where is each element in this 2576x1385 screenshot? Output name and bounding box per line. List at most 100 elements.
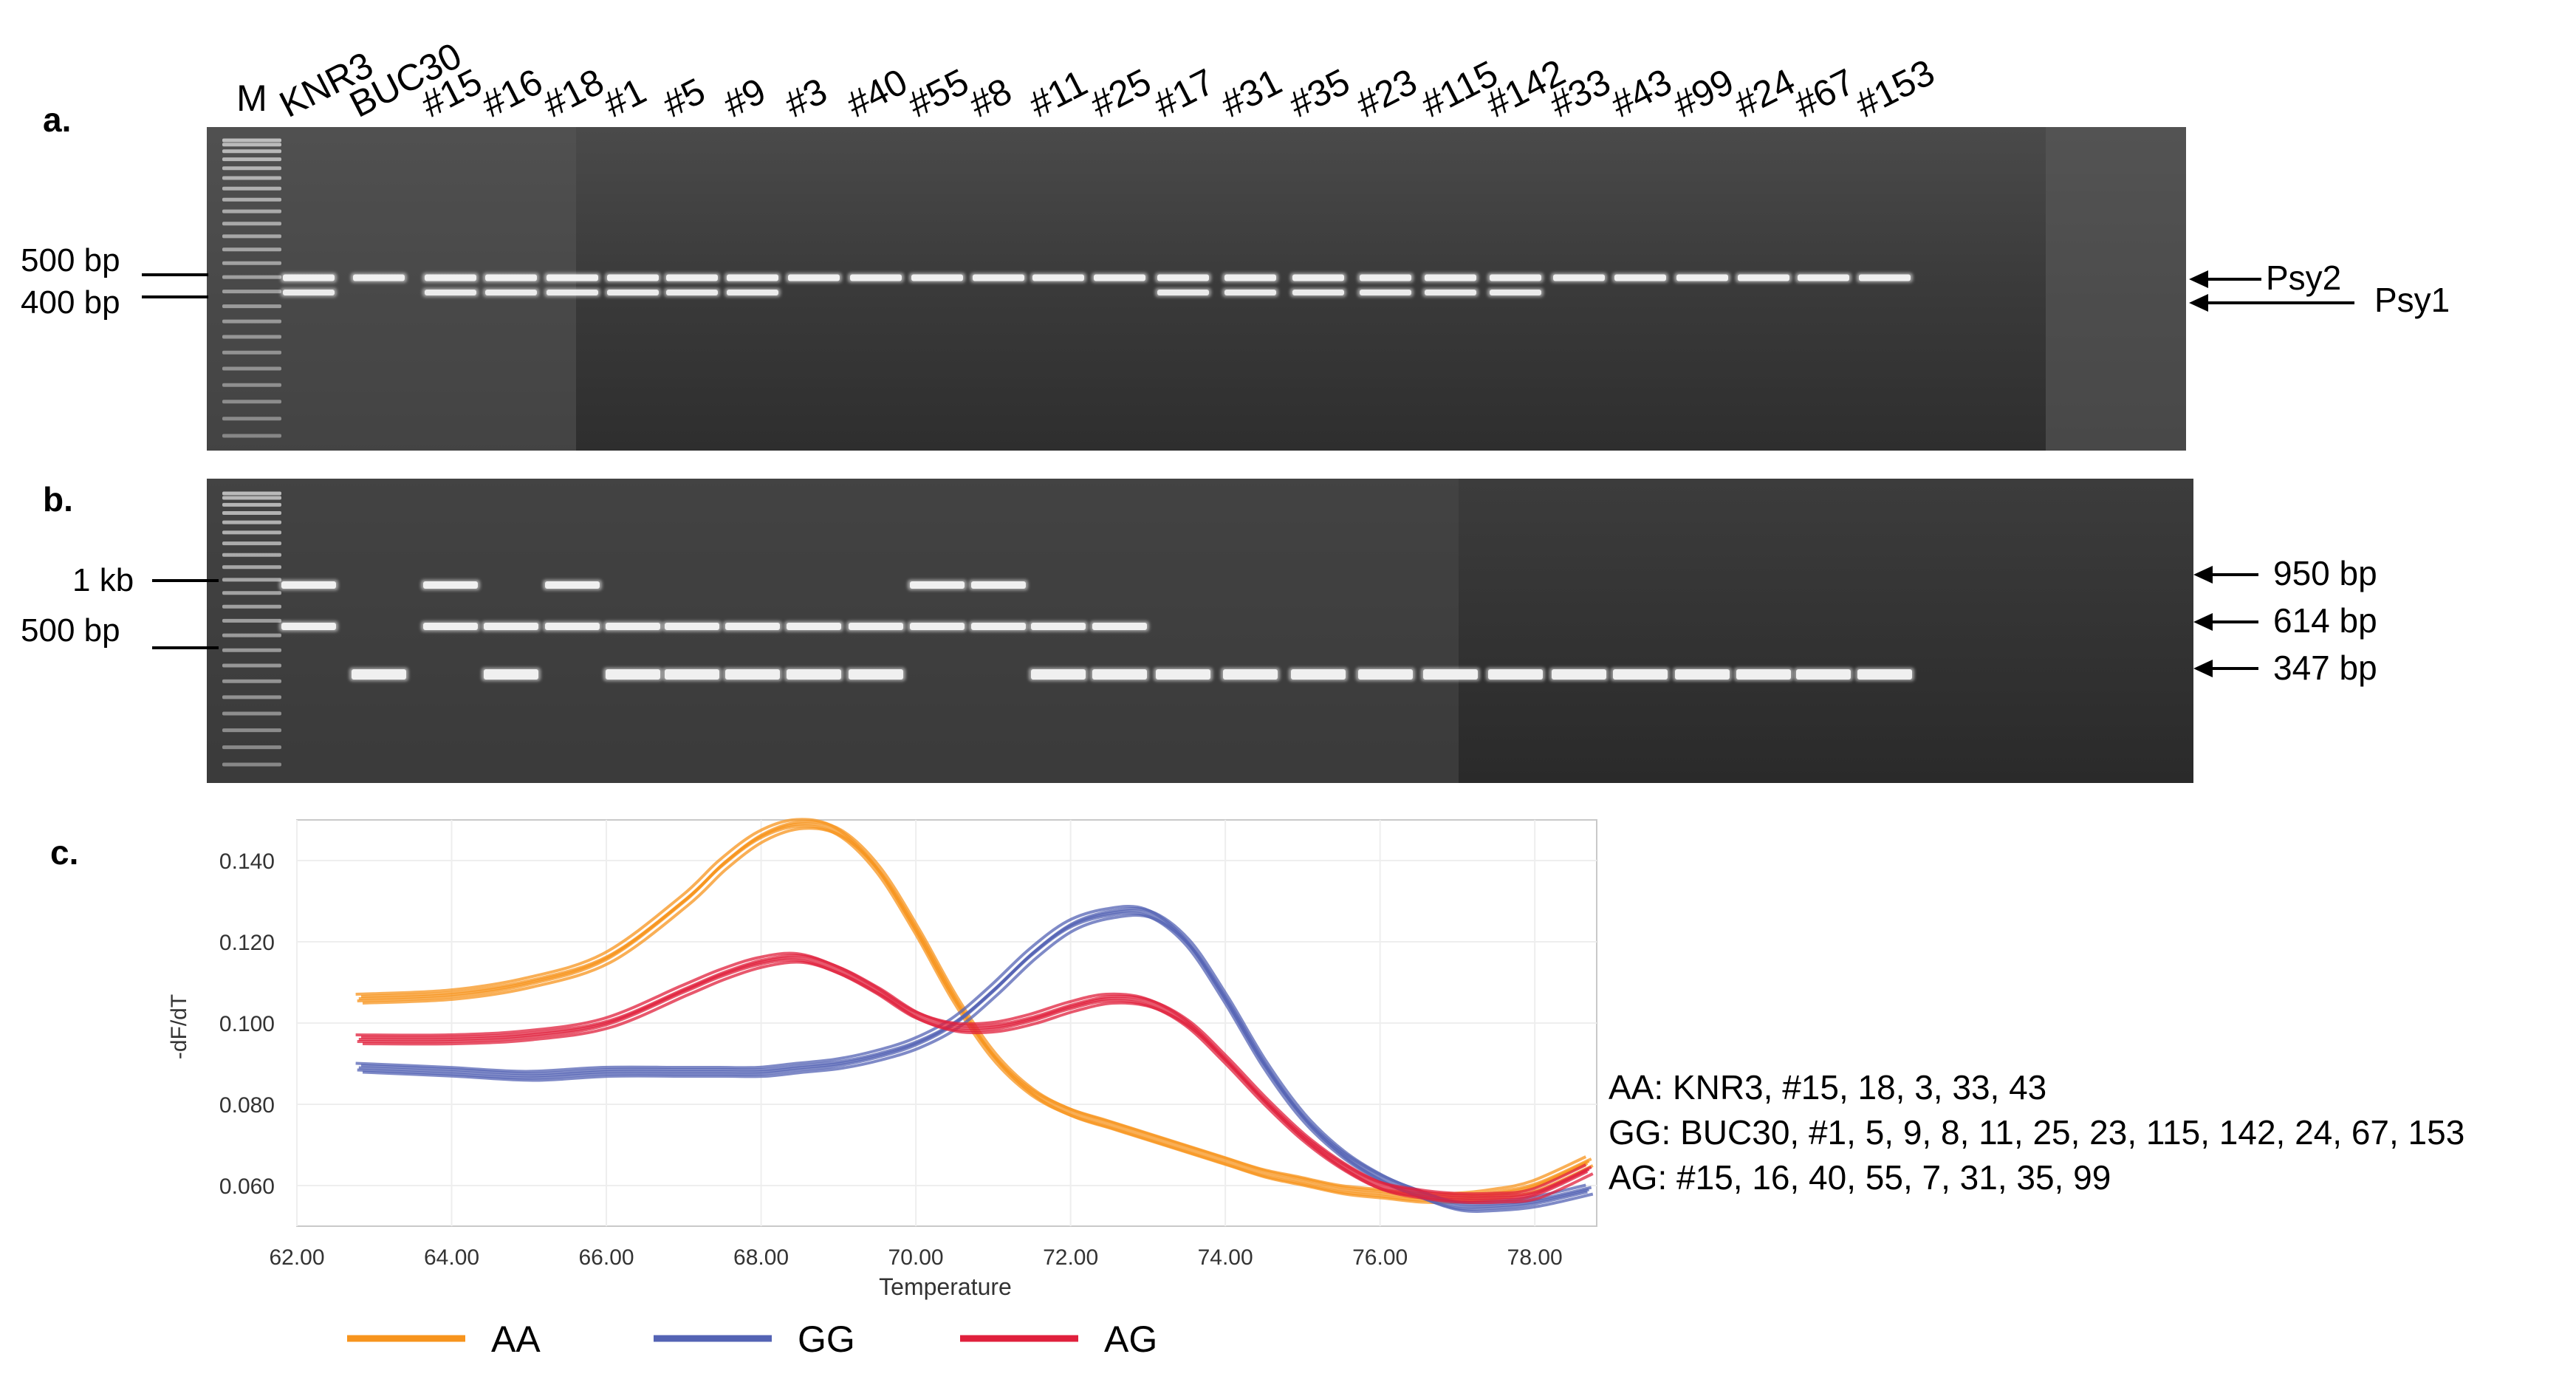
gel-b-band-347-142 xyxy=(1486,668,1545,681)
gel-b-band-614-40-core xyxy=(849,623,903,630)
gel-b-band-950-55 xyxy=(908,580,967,590)
gel-a-band-psy2-55-core xyxy=(911,274,963,281)
gel-a-ladder-rung xyxy=(222,417,281,421)
gel-b-band-347-142-core xyxy=(1488,669,1543,680)
gel-a-band-psy2-153 xyxy=(1857,273,1913,283)
gel-a-ladder-rung xyxy=(222,176,281,180)
gel-b-band-347-24 xyxy=(1734,668,1793,681)
y-tick-label: 0.080 xyxy=(219,1093,275,1118)
gel-b-band-347-23 xyxy=(1356,668,1415,681)
gel-a-band-psy2-67-core xyxy=(1798,274,1849,281)
gel-a-band-psy2-17-core xyxy=(1157,274,1209,281)
gel-b-band-614-9 xyxy=(723,621,782,632)
gel-a-band-psy2-25 xyxy=(1092,273,1148,283)
y-tick-label: 0.100 xyxy=(219,1012,275,1036)
psy2-arrow-head xyxy=(2189,270,2208,288)
gel-a-band-psy1-1 xyxy=(605,288,661,297)
gel-a-band-psy1-knr3 xyxy=(281,288,337,297)
gel-a: 500 bp 400 bp Psy2 Psy1 xyxy=(21,127,2450,451)
panel-label-c: c. xyxy=(50,833,78,872)
gel-b-band-347-31-core xyxy=(1223,669,1278,680)
gel-b-band-614-16-core xyxy=(484,623,538,630)
gel-b-band-347-35-core xyxy=(1291,669,1346,680)
x-tick-label: 74.00 xyxy=(1198,1245,1253,1270)
gel-b-band-347-16-core xyxy=(484,669,538,680)
gel-a-band-psy1-5-core xyxy=(666,290,718,295)
gel-b-band-347-153 xyxy=(1855,668,1914,681)
gel-b-band-347-67-core xyxy=(1796,669,1851,680)
gel-a-band-psy1-18 xyxy=(544,288,600,297)
lane-label-9: #9 xyxy=(717,70,773,126)
gel-b-band-347-67 xyxy=(1794,668,1853,681)
gel-a-ladder-rung xyxy=(222,234,281,239)
gel-a-band-psy1-142-core xyxy=(1490,290,1541,295)
legend-label-gg: GG xyxy=(798,1319,855,1360)
gel-b-band-614-8 xyxy=(969,621,1028,632)
gel-b-band-614-9-core xyxy=(725,623,780,630)
lane-label-11: #11 xyxy=(1023,62,1094,126)
gel-b-band-614-25 xyxy=(1090,621,1149,632)
gel-b-bands xyxy=(222,491,1914,767)
gel-a-band-psy2-153-core xyxy=(1859,274,1911,281)
gel-a-band-psy2-knr3 xyxy=(281,273,337,283)
gel-b-band-614-11 xyxy=(1029,621,1088,632)
gel-a-ladder-rung xyxy=(222,366,281,371)
legend-item-ag: AG xyxy=(960,1319,1157,1360)
gel-a-band-psy2-buc30 xyxy=(351,273,407,283)
gel-a-band-psy1-15-core xyxy=(425,290,476,295)
gel-a-ladder-rung xyxy=(222,197,281,202)
gel-a-band-psy2-25-core xyxy=(1094,274,1145,281)
gel-a-ladder-rung xyxy=(222,166,281,171)
gel-b-marker-1kb: 1 kb xyxy=(72,562,134,598)
series-ag xyxy=(355,951,1594,1205)
gel-b-band-614-3 xyxy=(784,621,843,632)
gel-a-band-psy1-9-core xyxy=(727,290,778,295)
gel-a-band-psy1-23 xyxy=(1357,288,1414,297)
gel-a-ladder-rung xyxy=(222,138,281,143)
gel-a-band-psy1-16-core xyxy=(485,290,537,295)
lane-label-35: #35 xyxy=(1283,61,1357,126)
gel-b-ladder-rung xyxy=(222,679,281,683)
gel-b-band-347-23-core xyxy=(1358,669,1413,680)
x-tick-label: 76.00 xyxy=(1352,1245,1408,1270)
x-axis-label: Temperature xyxy=(879,1273,1012,1300)
gel-a-band-psy2-11-core xyxy=(1032,274,1084,281)
gel-b-band-614-15-core xyxy=(423,623,478,630)
gel-b-ladder-rung xyxy=(222,541,281,546)
lane-label-8: #8 xyxy=(963,70,1018,126)
gel-a-ladder-rung xyxy=(222,383,281,387)
y-tick-label: 0.060 xyxy=(219,1174,275,1199)
gel-a-band-psy1-16 xyxy=(483,288,539,297)
y-tick-label: 0.120 xyxy=(219,931,275,955)
gel-b-band-347-17-core xyxy=(1156,669,1210,680)
melt-curve-chart: 62.00 64.00 66.00 68.00 70.00 72.00 74.00 76.00… xyxy=(167,818,1597,1360)
gel-b-band-614-knr3 xyxy=(279,621,338,632)
gel-a-band-psy2-40-core xyxy=(850,274,902,281)
genotype-aa: AA: KNR3, #15, 18, 3, 33, 43 xyxy=(1609,1068,2046,1107)
gel-a-band-psy2-31 xyxy=(1222,273,1278,283)
gel-a-band-psy2-18-core xyxy=(547,274,598,281)
lane-label-31: #31 xyxy=(1215,61,1289,126)
gel-b-band-614-15 xyxy=(421,621,480,632)
gel-a-band-psy2-43-core xyxy=(1614,274,1666,281)
gel-b-ladder xyxy=(222,491,281,767)
gel-a-bands xyxy=(222,138,1913,438)
gel-b-band-950-18 xyxy=(543,580,602,590)
series-aa-trace xyxy=(362,827,1594,1205)
gel-b-ladder-rung xyxy=(222,496,281,500)
y-tick-label: 0.140 xyxy=(219,849,275,874)
gel-b-ladder-rung xyxy=(222,565,281,570)
gel-a-band-psy1-17-core xyxy=(1157,290,1209,295)
gel-b-band-347-25-core xyxy=(1092,669,1147,680)
gel-b-ladder-rung xyxy=(222,711,281,716)
gel-b-band-614-40 xyxy=(846,621,905,632)
gel-b: 1 kb 500 bp 950 bp 614 bp 347 bp xyxy=(21,479,2377,783)
gel-a-band-psy2-5-core xyxy=(666,274,718,281)
gel-b-band-347-115-core xyxy=(1423,669,1478,680)
band-347-label: 347 bp xyxy=(2273,649,2377,687)
gel-b-band-347-33 xyxy=(1549,668,1609,681)
y-axis-label: -dF/dT xyxy=(167,994,191,1059)
gel-b-band-347-1 xyxy=(603,668,662,681)
gel-b-ladder-rung xyxy=(222,745,281,750)
chart-grid xyxy=(296,820,1597,1226)
